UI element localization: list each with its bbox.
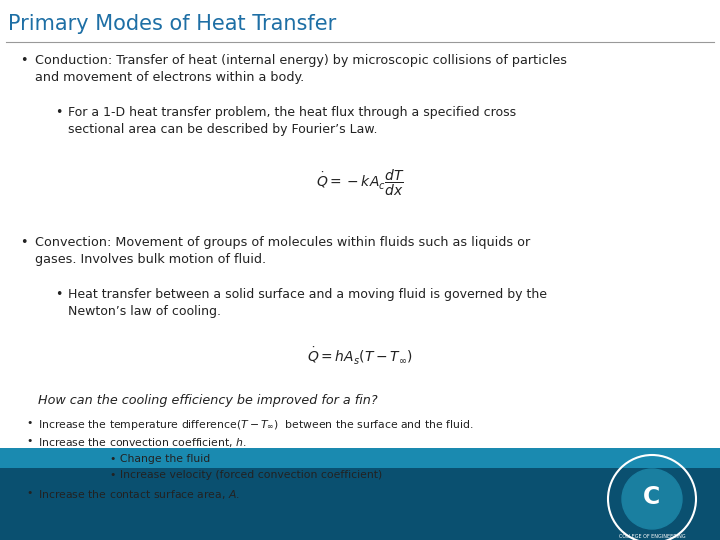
Text: Conduction: Transfer of heat (internal energy) by microscopic collisions of part: Conduction: Transfer of heat (internal e… <box>35 54 567 84</box>
Text: •: • <box>55 106 63 119</box>
Text: $\dot{Q} = -kA_c\dfrac{dT}{dx}$: $\dot{Q} = -kA_c\dfrac{dT}{dx}$ <box>316 168 404 198</box>
Text: •: • <box>26 418 32 428</box>
Text: Convection: Movement of groups of molecules within fluids such as liquids or
gas: Convection: Movement of groups of molecu… <box>35 236 530 266</box>
Text: •: • <box>55 288 63 301</box>
Text: •: • <box>26 436 32 446</box>
Text: Heat transfer between a solid surface and a moving fluid is governed by the
Newt: Heat transfer between a solid surface an… <box>68 288 547 318</box>
Text: •: • <box>26 488 32 498</box>
Text: How can the cooling efficiency be improved for a fin?: How can the cooling efficiency be improv… <box>38 394 377 407</box>
Text: Increase the contact surface area, $A$.: Increase the contact surface area, $A$. <box>38 488 240 501</box>
Text: • Change the fluid: • Change the fluid <box>110 454 210 464</box>
Bar <box>0 468 720 540</box>
Text: Primary Modes of Heat Transfer: Primary Modes of Heat Transfer <box>8 14 336 34</box>
Text: C: C <box>644 485 661 509</box>
Circle shape <box>622 469 682 529</box>
Text: $\dot{Q} = hA_s(T - T_{\infty})$: $\dot{Q} = hA_s(T - T_{\infty})$ <box>307 346 413 367</box>
Text: Increase the temperature difference$(T - T_{\infty})$  between the surface and t: Increase the temperature difference$(T -… <box>38 418 473 432</box>
Text: For a 1-D heat transfer problem, the heat flux through a specified cross
section: For a 1-D heat transfer problem, the hea… <box>68 106 516 136</box>
Text: • Increase velocity (forced convection coefficient): • Increase velocity (forced convection c… <box>110 470 382 480</box>
Text: COLLEGE OF ENGINEERING: COLLEGE OF ENGINEERING <box>618 535 685 539</box>
Text: Increase the convection coefficient, $h$.: Increase the convection coefficient, $h$… <box>38 436 247 449</box>
Text: •: • <box>20 236 27 249</box>
Bar <box>0 448 720 468</box>
Text: •: • <box>20 54 27 67</box>
